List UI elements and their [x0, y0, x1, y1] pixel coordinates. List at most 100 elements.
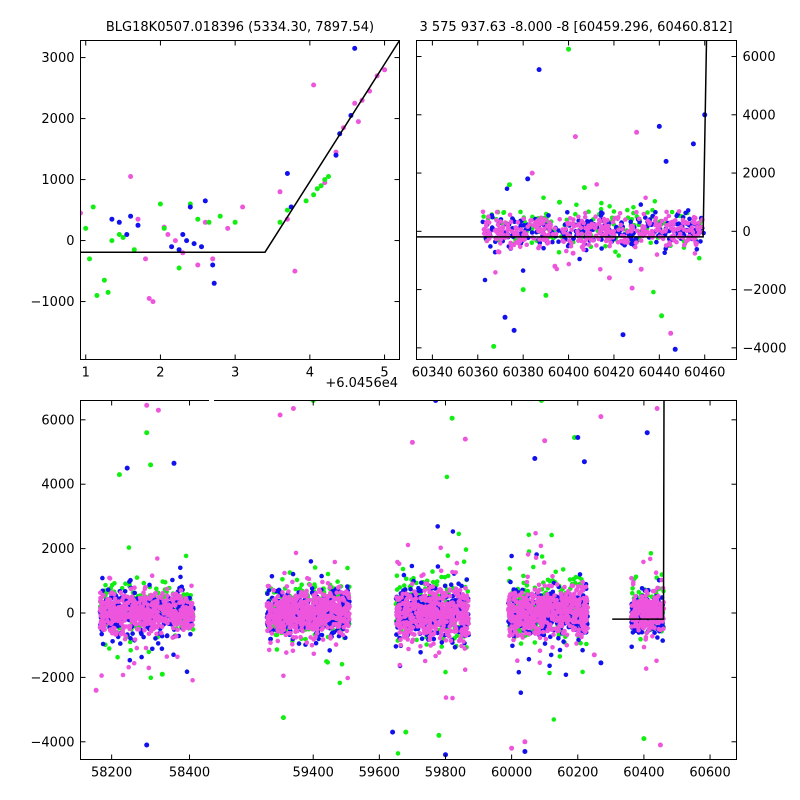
- data-point-magenta: [119, 607, 125, 613]
- data-point-magenta: [290, 648, 296, 654]
- data-point-magenta: [296, 609, 301, 615]
- data-point-magenta: [537, 237, 542, 242]
- data-point-blue: [563, 672, 569, 678]
- data-point-magenta: [305, 617, 311, 622]
- data-point-magenta: [329, 609, 335, 615]
- data-point-magenta: [159, 630, 164, 636]
- data-point-magenta: [135, 216, 141, 222]
- data-point-green: [326, 174, 331, 179]
- data-point-magenta: [464, 630, 470, 635]
- data-point-blue: [116, 219, 122, 225]
- data-point-green: [120, 235, 126, 240]
- data-point-magenta: [286, 589, 291, 594]
- data-point-magenta: [299, 602, 305, 608]
- y-tick-label: 2000: [41, 112, 74, 127]
- data-point-magenta: [596, 217, 602, 223]
- data-point-blue: [542, 641, 548, 646]
- data-point-magenta: [292, 603, 297, 609]
- data-point-magenta: [294, 596, 300, 601]
- data-point-green: [526, 532, 532, 538]
- data-point-magenta: [112, 596, 118, 601]
- data-point-magenta: [458, 620, 464, 626]
- data-point-green: [444, 474, 450, 480]
- data-point-magenta: [511, 637, 516, 643]
- data-point-magenta: [177, 615, 182, 621]
- data-point-blue: [180, 232, 186, 237]
- data-point-magenta: [593, 214, 598, 219]
- data-point-magenta: [143, 597, 148, 603]
- data-point-magenta: [142, 594, 147, 599]
- data-point-magenta: [305, 575, 310, 581]
- data-point-magenta: [398, 637, 403, 642]
- data-point-magenta: [612, 215, 617, 221]
- data-point-magenta: [563, 226, 568, 232]
- data-point-magenta: [536, 595, 542, 600]
- data-point-magenta: [299, 622, 305, 627]
- data-point-blue: [122, 589, 128, 594]
- data-point-green: [598, 206, 604, 212]
- data-point-blue: [674, 213, 679, 219]
- data-point-blue: [556, 636, 561, 641]
- data-point-green: [414, 637, 419, 643]
- data-point-magenta: [314, 631, 320, 636]
- data-point-blue: [170, 577, 175, 583]
- data-point-magenta: [268, 640, 273, 645]
- data-point-magenta: [266, 623, 272, 629]
- data-point-magenta: [433, 600, 439, 606]
- data-point-blue: [99, 631, 104, 637]
- data-point-magenta: [459, 633, 464, 638]
- data-point-magenta: [412, 619, 418, 625]
- data-point-blue: [556, 228, 561, 233]
- data-point-blue: [128, 577, 133, 583]
- data-point-blue: [141, 634, 146, 640]
- y-tick-label: −2000: [743, 283, 787, 298]
- data-point-magenta: [268, 607, 274, 613]
- data-point-magenta: [623, 217, 628, 222]
- data-point-blue: [178, 574, 183, 580]
- data-point-magenta: [287, 594, 292, 600]
- data-point-magenta: [589, 222, 594, 228]
- data-point-magenta: [120, 631, 126, 636]
- data-point-magenta: [277, 189, 283, 195]
- data-point-blue: [110, 639, 115, 644]
- data-point-green: [611, 209, 617, 214]
- data-point-magenta: [695, 227, 701, 232]
- data-point-magenta: [125, 594, 130, 600]
- data-point-magenta: [126, 612, 132, 617]
- data-point-magenta: [547, 228, 552, 233]
- data-point-magenta: [136, 614, 142, 620]
- data-point-magenta: [566, 238, 572, 243]
- data-point-blue: [105, 587, 111, 592]
- data-point-magenta: [275, 594, 281, 599]
- data-point-blue: [431, 636, 437, 642]
- data-point-magenta: [570, 250, 576, 256]
- data-point-magenta: [304, 640, 310, 645]
- data-point-blue: [296, 641, 302, 646]
- data-point-magenta: [578, 225, 584, 231]
- data-point-magenta: [594, 182, 599, 187]
- data-point-blue: [502, 314, 508, 320]
- data-point-magenta: [449, 618, 455, 624]
- data-point-magenta: [440, 601, 445, 607]
- data-point-magenta: [540, 221, 546, 226]
- data-point-blue: [319, 632, 325, 638]
- data-point-magenta: [278, 599, 283, 605]
- data-point-magenta: [154, 631, 159, 637]
- data-point-magenta: [649, 228, 655, 234]
- data-point-blue: [100, 575, 105, 581]
- data-point-blue: [662, 250, 667, 256]
- data-point-magenta: [484, 238, 490, 244]
- data-point-magenta: [457, 598, 463, 604]
- data-point-magenta: [137, 595, 143, 601]
- data-point-magenta: [426, 612, 432, 617]
- data-point-blue: [442, 583, 448, 589]
- data-point-blue: [401, 572, 407, 578]
- data-point-magenta: [544, 236, 549, 242]
- data-point-magenta: [292, 268, 298, 274]
- data-point-blue: [577, 572, 583, 577]
- data-point-green: [126, 545, 132, 550]
- data-point-magenta: [508, 219, 514, 225]
- data-point-green: [335, 579, 340, 584]
- data-point-magenta: [132, 620, 137, 626]
- data-point-magenta: [550, 574, 555, 579]
